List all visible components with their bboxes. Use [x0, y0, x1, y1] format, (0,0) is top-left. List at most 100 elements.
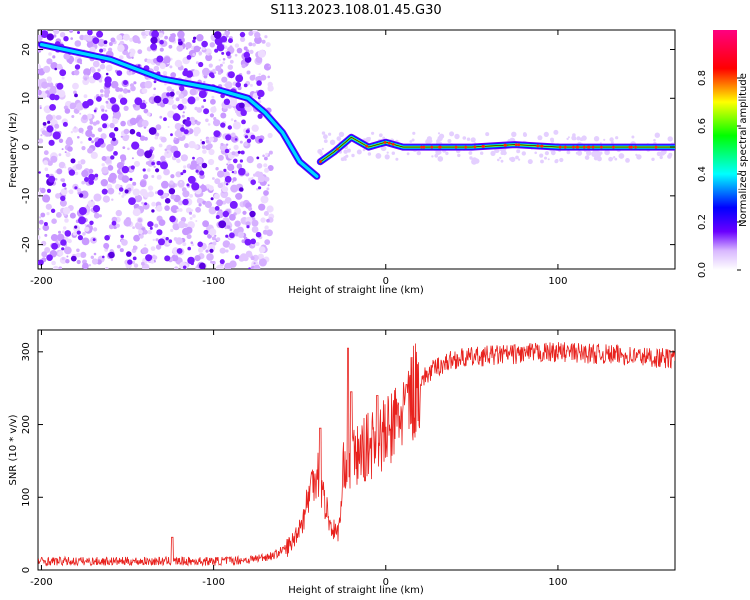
tone-halo-speckle — [534, 151, 537, 155]
colorbar: 0.0 0.2 0.4 0.6 0.8 Normalized spectral ampl… — [697, 30, 749, 278]
spectral-ridge — [39, 42, 319, 178]
noise-speckle — [168, 44, 173, 49]
noise-speckle — [207, 123, 211, 126]
tone-halo-speckle — [522, 132, 528, 137]
tone-halo-speckle — [604, 149, 610, 156]
noise-speckle — [141, 201, 144, 205]
noise-speckle — [80, 141, 83, 144]
noise-blob — [78, 207, 87, 215]
noise-speckle — [198, 247, 204, 253]
noise-blob — [201, 40, 208, 48]
noise-blob — [124, 189, 129, 194]
tone-halo-speckle — [540, 159, 544, 164]
noise-speckle — [152, 93, 156, 97]
noise-speckle — [41, 240, 47, 246]
noise-blob — [134, 97, 143, 106]
tone-halo-speckle — [338, 131, 345, 138]
noise-blob — [129, 177, 133, 181]
noise-speckle — [52, 265, 59, 269]
noise-speckle — [154, 135, 159, 140]
noise-blob — [214, 206, 220, 211]
noise-speckle — [91, 258, 99, 265]
noise-speckle — [163, 192, 169, 198]
noise-blob — [94, 141, 101, 148]
noise-speckle — [115, 87, 121, 92]
noise-speckle — [76, 187, 82, 193]
noise-speckle — [38, 219, 44, 225]
noise-blob — [78, 216, 86, 225]
tone-halo-speckle — [323, 134, 328, 140]
noise-speckle — [246, 156, 254, 164]
noise-blob — [170, 133, 173, 137]
noise-speckle — [106, 102, 113, 110]
noise-speckle — [195, 61, 199, 65]
tone-halo-speckle — [500, 151, 505, 156]
noise-blob — [256, 80, 262, 86]
noise-speckle — [228, 208, 231, 211]
noise-speckle — [137, 40, 141, 44]
ridge-peak — [391, 142, 395, 146]
noise-blob — [120, 234, 124, 239]
noise-blob — [227, 71, 235, 79]
noise-speckle — [82, 114, 88, 120]
noise-speckle — [103, 242, 110, 249]
noise-blob — [228, 38, 233, 44]
noise-blob — [102, 255, 105, 259]
noise-blob — [182, 265, 187, 269]
spectrogram-heatmap — [38, 30, 675, 269]
tone-halo-speckle — [469, 156, 473, 160]
noise-blob — [224, 175, 232, 183]
noise-blob — [94, 173, 99, 178]
noise-speckle — [189, 88, 197, 96]
noise-speckle — [38, 85, 42, 89]
noise-speckle — [195, 96, 200, 101]
noise-speckle — [63, 246, 72, 255]
noise-speckle — [108, 42, 113, 46]
noise-speckle — [116, 162, 124, 170]
noise-blob — [88, 179, 94, 185]
noise-speckle — [192, 53, 196, 57]
noise-blob — [185, 70, 194, 78]
noise-blob — [104, 235, 110, 241]
noise-speckle — [77, 160, 82, 165]
noise-speckle — [256, 75, 263, 82]
noise-speckle — [139, 180, 147, 188]
noise-speckle — [97, 127, 103, 133]
noise-speckle — [234, 53, 238, 57]
noise-speckle — [43, 160, 49, 166]
tone-halo-speckle — [386, 151, 389, 154]
noise-blob — [199, 170, 205, 176]
noise-speckle — [191, 121, 196, 126]
noise-speckle — [116, 34, 123, 41]
ridge-peak — [591, 145, 595, 149]
noise-blob — [142, 168, 146, 172]
noise-speckle — [120, 120, 126, 127]
noise-blob — [111, 220, 117, 226]
x-tick-label: -100 — [202, 577, 225, 588]
noise-speckle — [258, 203, 266, 211]
noise-speckle — [178, 220, 186, 229]
noise-blob — [166, 92, 171, 97]
noise-blob — [104, 81, 112, 88]
noise-speckle — [252, 42, 256, 47]
noise-speckle — [198, 51, 203, 55]
noise-speckle — [78, 127, 84, 133]
noise-blob — [52, 131, 61, 140]
noise-speckle — [251, 176, 254, 180]
noise-speckle — [182, 135, 185, 138]
noise-speckle — [236, 47, 243, 54]
noise-speckle — [101, 163, 105, 167]
noise-speckle — [99, 89, 104, 93]
noise-speckle — [105, 267, 109, 269]
noise-blob — [182, 169, 187, 174]
noise-speckle — [76, 259, 81, 265]
noise-speckle — [248, 31, 254, 36]
noise-speckle — [159, 47, 164, 52]
tone-halo-speckle — [480, 151, 484, 155]
noise-speckle — [117, 44, 125, 52]
noise-speckle — [155, 238, 159, 242]
noise-blob — [243, 83, 248, 88]
tone-halo-speckle — [391, 151, 395, 155]
noise-speckle — [90, 255, 95, 259]
noise-speckle — [170, 194, 176, 200]
